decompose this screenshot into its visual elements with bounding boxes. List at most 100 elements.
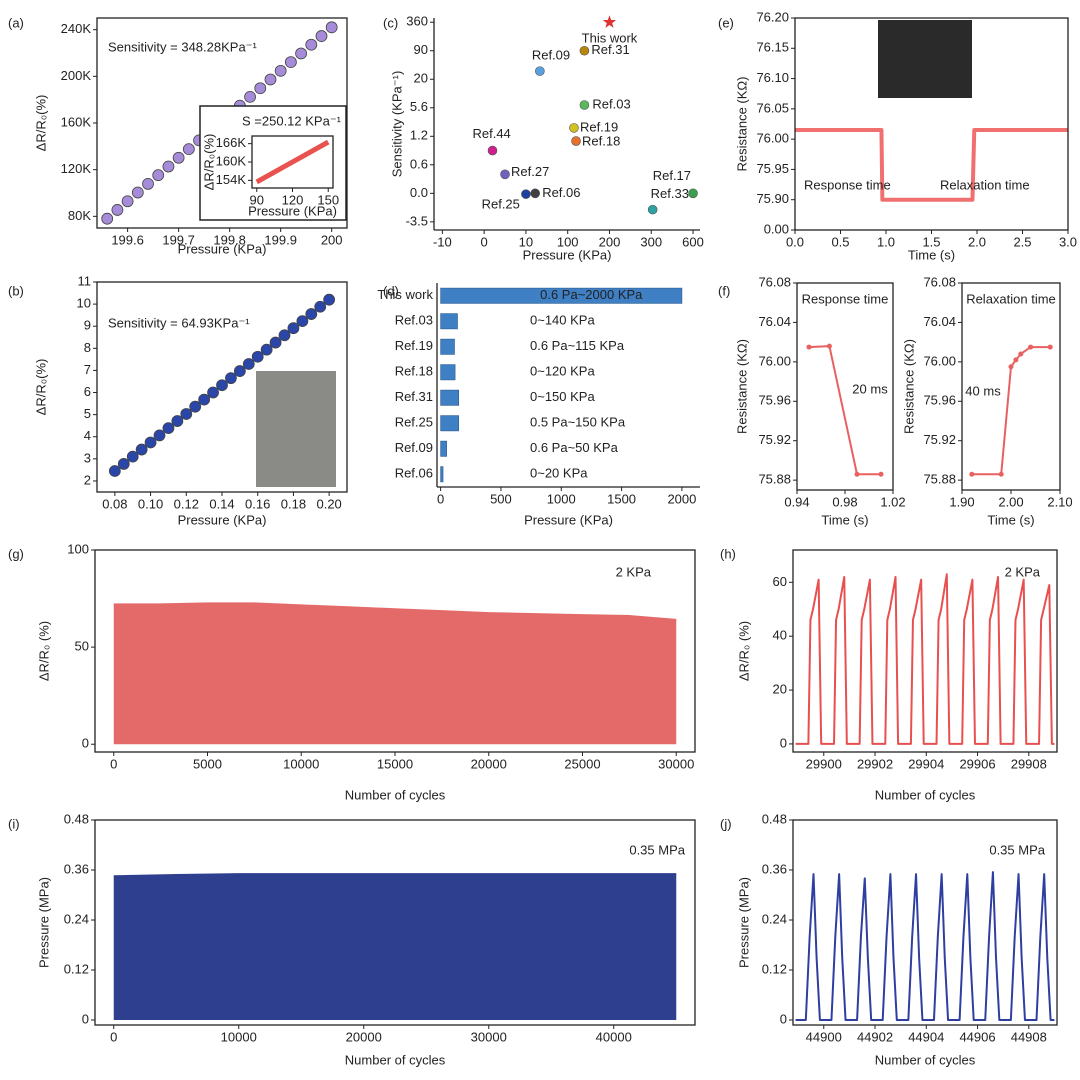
marker <box>1008 364 1014 370</box>
panel-label: (d) <box>383 283 399 298</box>
y-tick-label: 76.10 <box>756 70 789 85</box>
point <box>287 322 300 335</box>
marker <box>1047 344 1053 350</box>
value-label: 0.6 Pa~50 KPa <box>530 440 619 455</box>
value-label: 0~120 KPa <box>530 364 595 379</box>
point <box>180 408 193 420</box>
y-tick-label: 0 <box>780 1011 787 1026</box>
y-axis-label: Pressure (MPa) <box>736 877 751 968</box>
x-axis-label: Number of cycles <box>345 1052 446 1067</box>
y-tick-label: 0.6 <box>410 156 428 171</box>
panel-label: (h) <box>720 546 736 561</box>
annotation: Response time <box>804 177 891 192</box>
point <box>242 358 255 370</box>
y-axis-label: ΔR/R₀(%) <box>201 134 216 191</box>
y-tick-label: 0 <box>780 735 787 750</box>
y-tick-label: 76.08 <box>758 274 791 289</box>
point <box>162 160 175 173</box>
y-axis-label: Resistance (KΩ) <box>901 339 916 434</box>
y-tick-label: 75.96 <box>923 393 956 408</box>
x-tick-label: 29906 <box>959 756 995 771</box>
x-tick-label: 300 <box>640 234 662 249</box>
x-tick-label: 150 <box>317 192 339 207</box>
plot-title: Relaxation time <box>966 291 1056 306</box>
value-label: 0.6 Pa~2000 KPa <box>540 287 643 302</box>
y-tick-label: 0.48 <box>64 811 89 826</box>
y-tick-label: 360 <box>406 14 428 29</box>
plot-frame <box>792 819 1058 1026</box>
x-tick-label: 15000 <box>377 756 413 771</box>
point <box>579 45 590 56</box>
point <box>182 143 195 156</box>
y-tick-label: 160K <box>216 153 247 168</box>
y-tick-label: 20 <box>414 71 428 86</box>
x-tick-label: 199.7 <box>162 232 195 247</box>
x-tick-label: 44904 <box>908 1029 944 1044</box>
x-tick-label: 10000 <box>221 1029 257 1044</box>
y-tick-label: 3 <box>84 450 91 465</box>
x-tick-label: 3.0 <box>1059 234 1077 249</box>
area-edge <box>113 873 677 878</box>
marker <box>998 471 1004 477</box>
point <box>153 429 166 442</box>
panel-label: (j) <box>720 816 732 831</box>
x-tick-label: 199.9 <box>264 232 297 247</box>
y-tick-label: 75.88 <box>923 472 956 487</box>
point <box>569 123 579 133</box>
point <box>135 443 148 456</box>
x-axis-label: Number of cycles <box>875 1052 976 1067</box>
y-tick-label: 154K <box>216 172 247 187</box>
annotation: Sensitivity = 64.93KPa⁻¹ <box>108 315 250 330</box>
bar <box>440 466 444 483</box>
x-tick-label: 44900 <box>806 1029 842 1044</box>
point-label: Ref.27 <box>511 164 549 179</box>
y-tick-label: 0.0 <box>410 185 428 200</box>
y-tick-label: 75.95 <box>756 161 789 176</box>
x-axis-label: Pressure (KPa) <box>178 241 267 256</box>
x-tick-label: 44902 <box>857 1029 893 1044</box>
x-tick-label: 29908 <box>1011 756 1047 771</box>
point <box>171 415 184 427</box>
y-tick-label: 10 <box>77 296 91 311</box>
x-tick-label: 199.6 <box>111 232 144 247</box>
y-axis-label: Sensitivity (KPa⁻¹) <box>389 71 404 178</box>
x-tick-label: 100 <box>557 234 579 249</box>
value-label: 0~150 KPa <box>530 389 595 404</box>
y-tick-label: 0.00 <box>764 221 789 236</box>
y-tick-label: -3.5 <box>406 213 428 228</box>
x-tick-label: 0.20 <box>316 496 341 511</box>
category-label: Ref.18 <box>395 364 433 379</box>
annotation: 2 KPa <box>1005 564 1041 579</box>
x-axis-label: Time (s) <box>908 247 955 262</box>
x-tick-label: 0.94 <box>784 494 809 509</box>
plot-title: Response time <box>802 291 889 306</box>
x-axis-label: Number of cycles <box>345 787 446 802</box>
y-tick-label: 50 <box>75 639 89 654</box>
point <box>688 188 698 199</box>
point <box>500 169 510 180</box>
category-label: Ref.25 <box>395 415 433 430</box>
point <box>225 372 237 385</box>
x-tick-label: 0 <box>110 756 117 771</box>
point <box>305 308 318 320</box>
marker <box>1028 344 1034 350</box>
point <box>579 100 590 110</box>
category-label: Ref.09 <box>395 440 433 455</box>
annotation: S =250.12 KPa⁻¹ <box>242 113 342 128</box>
point <box>142 177 154 190</box>
marker <box>969 471 975 477</box>
panel-label: (i) <box>8 816 20 831</box>
annotation: 20 ms <box>852 381 888 396</box>
point <box>264 73 277 86</box>
point <box>162 422 175 435</box>
y-tick-label: 75.90 <box>756 191 789 206</box>
x-tick-label: 1.5 <box>922 234 940 249</box>
point <box>278 329 291 342</box>
inset-frame <box>199 105 347 221</box>
point <box>269 336 282 349</box>
y-axis-label: Resistance (KΩ) <box>734 339 749 434</box>
x-axis-label: Pressure (KPa) <box>178 512 267 527</box>
category-label: This work <box>377 287 433 302</box>
x-tick-label: 1000 <box>547 491 576 506</box>
x-tick-label: 10 <box>519 234 533 249</box>
